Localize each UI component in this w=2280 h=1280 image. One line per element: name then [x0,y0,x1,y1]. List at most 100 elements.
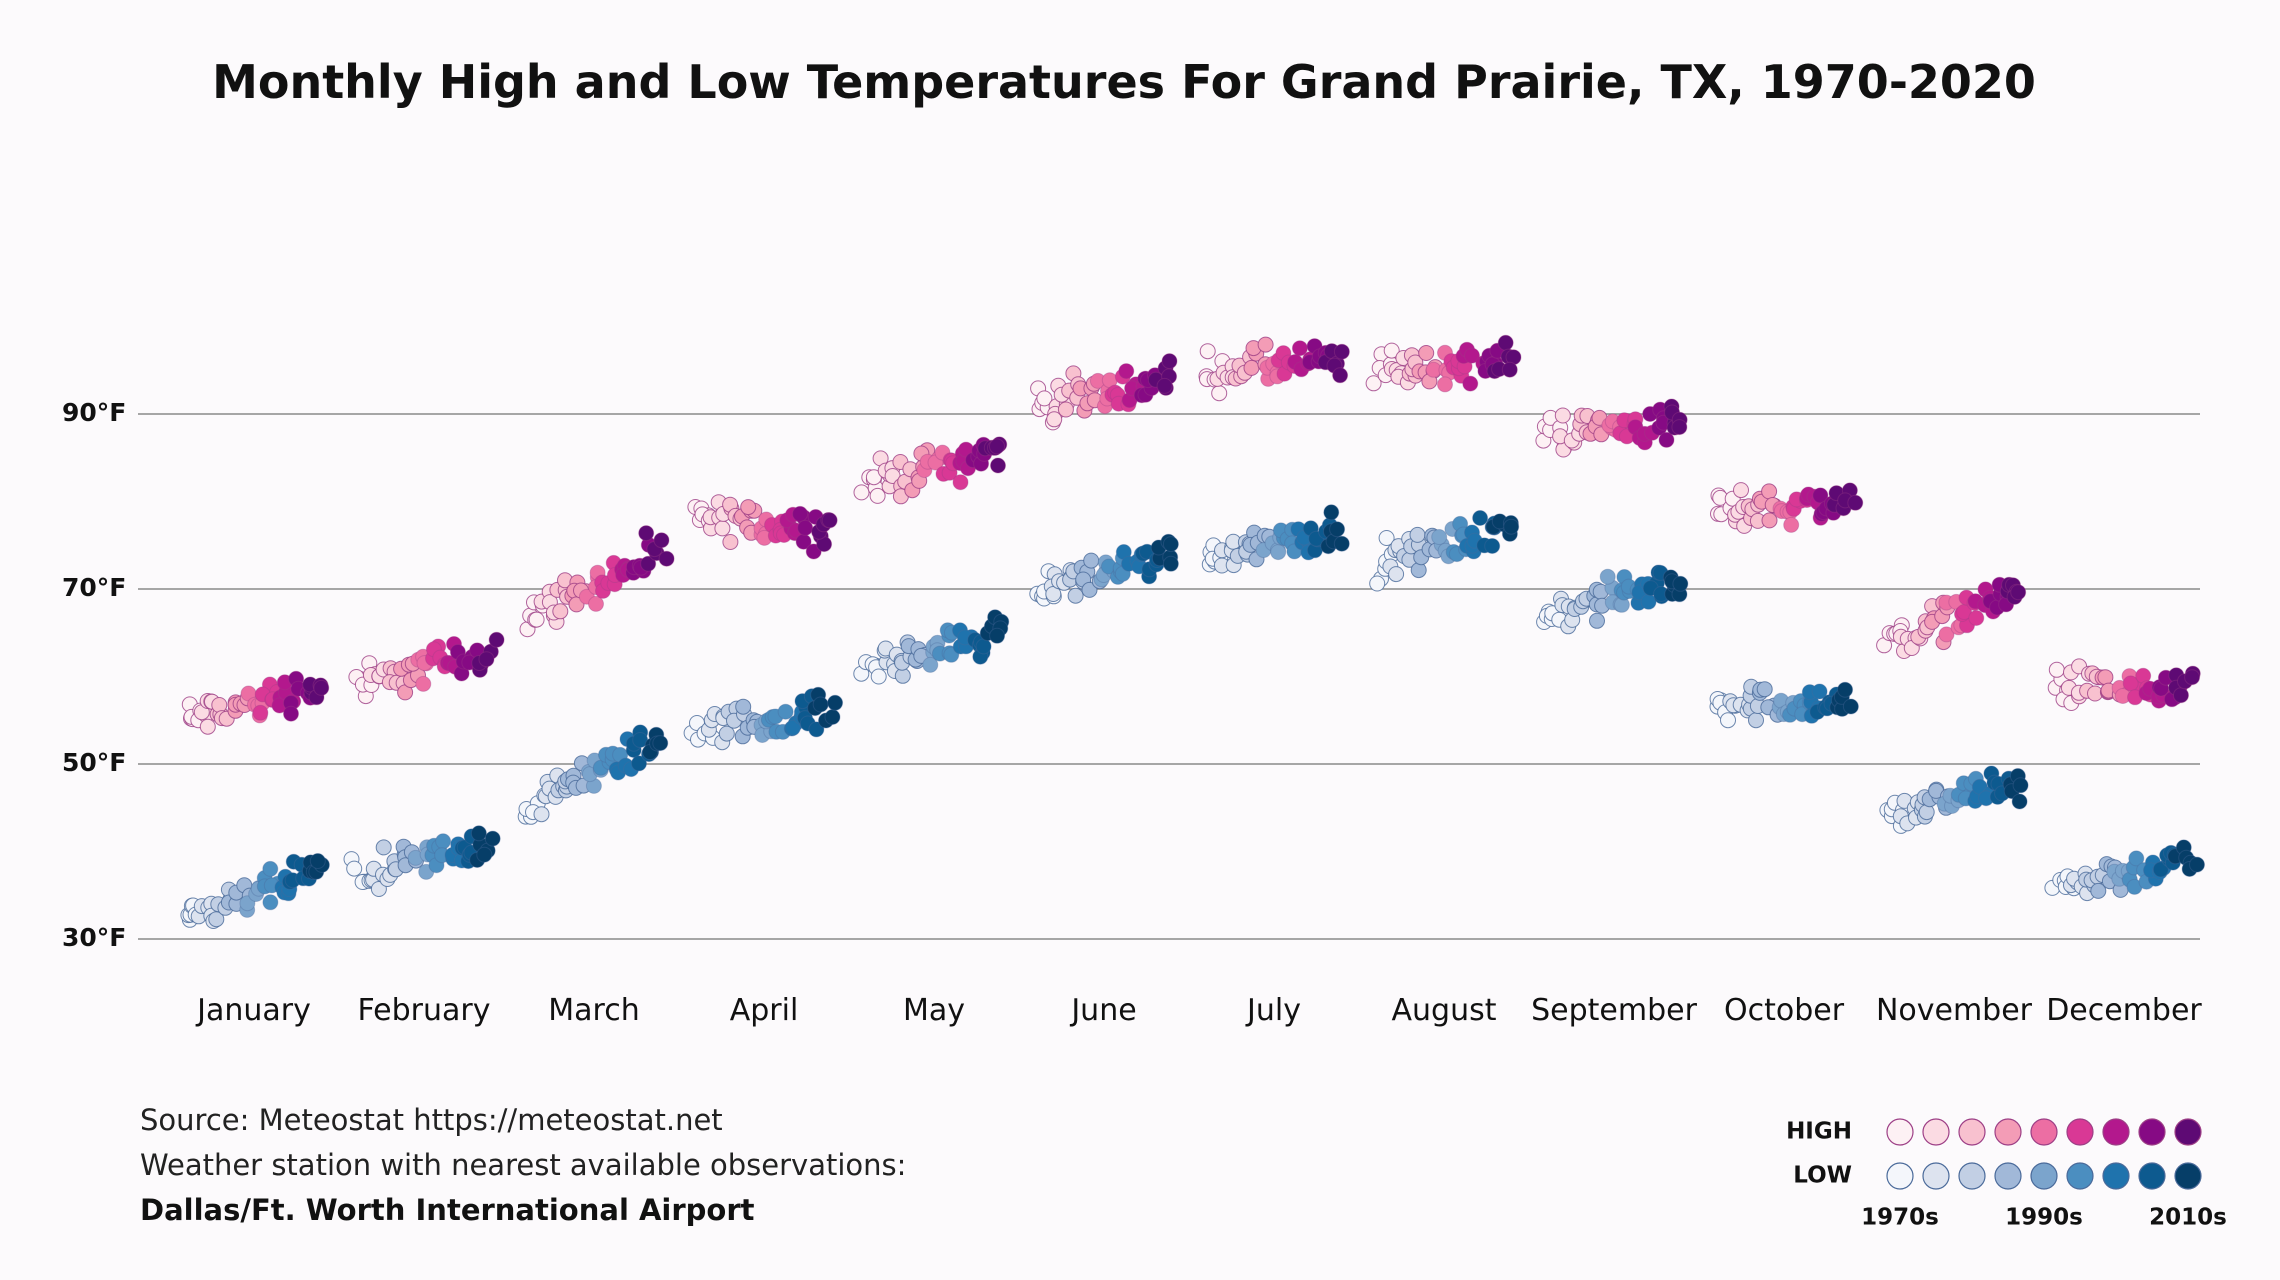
high-point [1057,401,1074,418]
legend-low-swatch [2102,1162,2130,1190]
low-point [631,755,647,772]
high-point [1046,411,1063,428]
legend-high-swatch [2102,1118,2130,1146]
low-point [309,853,326,869]
low-point [1329,521,1346,538]
high-point [2097,669,2114,686]
low-point [1589,612,1605,629]
high-point [415,675,432,692]
x-tick-label: May [903,993,965,1028]
x-tick-label: November [1876,993,2033,1028]
legend-decade-label: 1970s [1861,1205,1939,1231]
high-point [658,550,675,567]
low-point [1162,555,1179,572]
high-point [1671,419,1688,436]
high-point [640,555,657,572]
high-point [1437,376,1453,393]
source-line: Source: Meteostat https://meteostat.net [140,1103,723,1137]
low-point [870,668,887,685]
high-point [528,611,545,628]
high-point [1156,377,1173,394]
y-tick-label: 30°F [62,923,126,952]
low-point [2152,861,2169,878]
low-point [1067,587,1084,604]
high-point [252,704,269,721]
high-point [1118,363,1135,380]
high-point [1501,361,1518,378]
low-point [1756,681,1773,698]
low-point [922,656,939,673]
legend-low-swatch [1922,1162,1950,1190]
x-tick-label: February [358,993,491,1028]
low-point [827,694,844,711]
low-point [2189,856,2205,873]
low-point [1484,538,1501,554]
low-point [1378,530,1395,546]
low-point [1410,562,1427,579]
legend-low-swatch [2066,1162,2094,1190]
chart-title: Monthly High and Low Temperatures For Gr… [212,55,2036,109]
x-tick-label: December [2046,993,2202,1028]
high-point [478,651,495,668]
y-tick-label: 90°F [62,398,126,427]
low-point [1083,552,1100,569]
high-point [1464,347,1480,364]
x-tick-label: September [1531,993,1697,1028]
high-point [1211,385,1228,402]
low-point [1333,535,1350,552]
low-point [262,894,279,911]
x-tick-label: April [730,993,799,1028]
y-tick-label: 50°F [62,748,126,777]
high-point [653,532,670,549]
x-tick-label: October [1724,993,1845,1028]
high-point [638,525,655,542]
low-point [470,825,487,842]
low-point [1748,712,1764,729]
high-point [2010,584,2027,601]
high-point [1733,482,1749,499]
x-tick-label: January [195,993,311,1028]
high-point [1383,342,1400,359]
high-point [1783,516,1800,533]
high-point [1257,336,1274,353]
legend: HIGH LOW 1970s 1990s 2010s [1786,1118,2227,1231]
low-point [476,846,493,863]
low-point [1081,581,1098,598]
low-point [2011,793,2028,810]
low-point [777,703,794,720]
low-point [652,735,669,752]
y-tick-label: 70°F [62,573,126,602]
high-point [722,534,739,550]
data-points [180,334,2205,929]
high-point [552,603,569,620]
x-tick-label: June [1069,993,1136,1028]
low-point [784,719,801,736]
low-point [989,627,1006,644]
high-point [1161,353,1178,370]
low-point [1720,712,1736,729]
low-point [2128,850,2145,867]
low-point [1472,510,1489,526]
source-note: Source: Meteostat https://meteostat.net … [140,1103,906,1227]
high-point [1199,343,1216,360]
high-point [1812,487,1829,504]
high-point [283,705,299,722]
legend-high-swatch [1922,1118,1950,1146]
legend-high-swatch [2030,1118,2058,1146]
high-point [989,438,1005,455]
legend-low-label: LOW [1793,1163,1852,1189]
low-point [1503,518,1520,535]
high-point [1243,359,1260,376]
legend-low-swatch [1886,1162,1914,1190]
legend-decade-label: 1990s [2005,1205,2083,1231]
low-point [435,833,452,850]
high-point [2173,687,2189,704]
high-point [952,474,969,491]
low-point [808,721,825,738]
high-point [211,697,228,713]
low-point [1162,536,1179,553]
x-axis: January February March April May June Ju… [195,993,2202,1028]
low-point [1811,683,1828,700]
low-point [484,830,501,847]
